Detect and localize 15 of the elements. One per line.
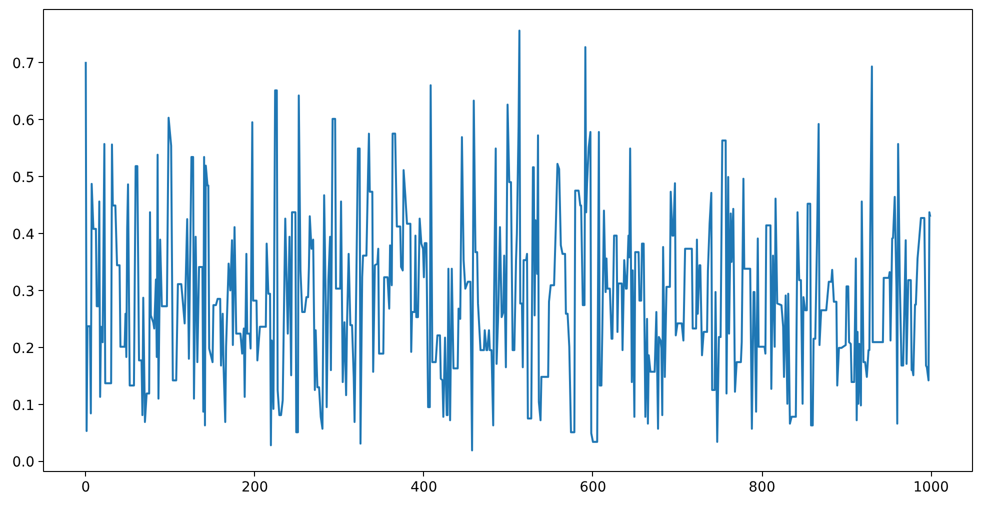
x-tick-label: 800 [748,480,776,496]
y-tick-label: 0.1 [12,398,34,414]
y-tick-label: 0.6 [12,112,35,129]
y-tick-label: 0.2 [12,340,34,357]
x-tick-label: 600 [580,480,606,496]
y-tick-label: 0.4 [12,226,35,243]
line-series [84,30,932,452]
y-tick-label: 0.7 [12,56,34,72]
x-tick-label: 200 [241,480,268,496]
x-tick-label: 1000 [913,480,949,496]
x-tick-label: 0 [81,480,90,496]
y-tick-label: 0.5 [12,170,34,186]
y-tick-label: 0.0 [12,454,34,471]
x-tick-label: 400 [410,480,438,496]
y-tick-label: 0.3 [12,284,34,300]
